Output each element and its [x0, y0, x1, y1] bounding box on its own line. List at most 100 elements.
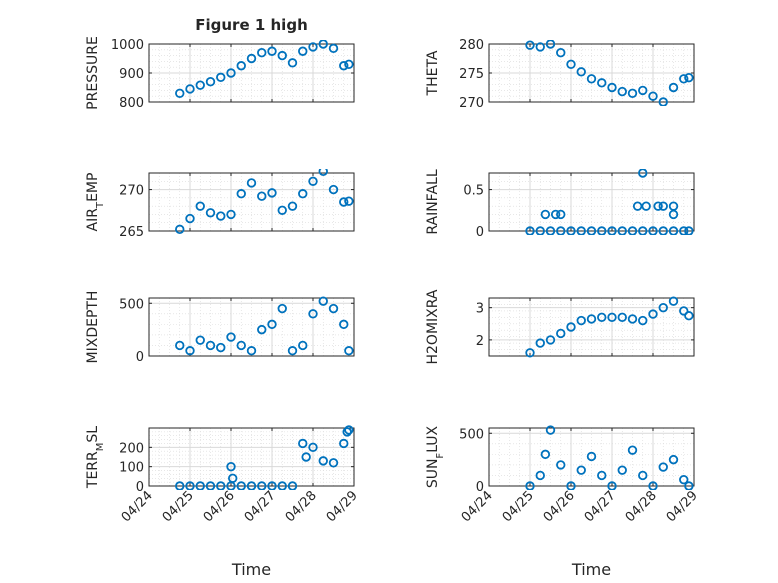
data-point: [308, 309, 318, 319]
y-tick-label: 500: [459, 427, 484, 442]
data-point: [246, 53, 257, 64]
data-point: [545, 226, 556, 235]
subplot-pressure: 800 900 1000 PRESSURE Figure 1 high: [85, 16, 355, 111]
data-point: [545, 335, 556, 345]
data-point: [246, 346, 257, 356]
data-point: [308, 42, 318, 52]
data-point: [344, 59, 354, 70]
data-point: [638, 470, 648, 481]
data-point: [236, 481, 246, 490]
data-point: [185, 84, 195, 94]
data-point: [668, 296, 679, 306]
data-point: [277, 481, 287, 490]
data-series: [525, 296, 694, 358]
y-axis-label: TERRMSL: [85, 426, 106, 489]
y-tick-label: 0: [136, 480, 144, 495]
data-point: [525, 40, 535, 50]
data-point: [308, 442, 318, 453]
data-point: [627, 445, 638, 455]
data-point: [586, 226, 597, 235]
data-point: [607, 82, 617, 93]
y-tick-label: 1000: [111, 38, 144, 53]
data-point: [556, 328, 566, 339]
data-point: [257, 191, 267, 201]
data-point: [236, 61, 246, 71]
data-point: [684, 481, 694, 490]
data-point: [684, 72, 694, 83]
data-point: [339, 197, 349, 207]
data-point: [638, 85, 648, 96]
data-point: [525, 348, 535, 358]
data-point: [586, 451, 597, 462]
data-point: [576, 465, 586, 475]
data-point: [545, 40, 556, 49]
data-point: [550, 209, 561, 220]
data-series: [525, 169, 694, 235]
y-tick-label: 270: [119, 184, 144, 199]
data-point: [195, 335, 205, 345]
data-point: [597, 312, 607, 323]
data-point: [175, 88, 185, 98]
x-tick-label: 04/28: [623, 488, 660, 525]
data-point: [185, 213, 195, 224]
data-point: [566, 59, 576, 70]
data-point: [342, 427, 352, 437]
data-point: [344, 346, 354, 356]
y-tick-label: 0: [476, 480, 484, 495]
data-point: [205, 76, 216, 87]
data-point: [632, 201, 643, 211]
data-point: [228, 473, 238, 483]
data-point: [535, 226, 545, 235]
x-tick-label: 04/29: [664, 488, 701, 525]
x-tick-label: 04/28: [283, 488, 320, 525]
data-point: [638, 315, 648, 326]
data-series: [525, 425, 694, 490]
data-series: [175, 425, 354, 490]
data-point: [617, 86, 627, 97]
data-point: [344, 425, 354, 435]
x-tick-label: 04/27: [582, 488, 619, 525]
data-point: [668, 226, 679, 235]
data-point: [566, 322, 576, 332]
data-point: [525, 226, 535, 235]
data-series: [525, 40, 694, 106]
y-tick-label: 275: [459, 67, 484, 82]
data-point: [344, 196, 354, 206]
data-point: [566, 226, 576, 235]
data-series: [175, 40, 354, 98]
data-point: [627, 88, 638, 98]
subplot-theta: 270 275 280 THETA: [425, 38, 695, 111]
subplot-air-temp: 265 270 AIRTEMP: [85, 169, 355, 240]
data-point: [298, 189, 308, 199]
data-point: [556, 226, 566, 235]
data-point: [339, 438, 349, 449]
data-point: [257, 324, 267, 335]
data-point: [535, 338, 545, 348]
x-tick-label: 04/29: [324, 488, 361, 525]
y-axis-label: THETA: [425, 50, 441, 96]
data-point: [226, 332, 236, 342]
data-point: [257, 48, 267, 58]
data-point: [535, 42, 545, 52]
y-tick-label: 280: [459, 38, 484, 53]
data-point: [648, 226, 658, 235]
data-point: [556, 48, 566, 58]
data-point: [658, 302, 668, 313]
data-point: [246, 481, 257, 490]
y-axis-label: MIXDEPTH: [85, 291, 101, 364]
data-point: [627, 226, 638, 235]
y-axis-label: PRESSURE: [85, 36, 101, 110]
data-point: [328, 43, 339, 54]
data-point: [318, 296, 328, 306]
data-point: [287, 201, 298, 211]
y-tick-label: 900: [119, 67, 144, 82]
axes-box: [488, 172, 695, 232]
data-point: [684, 311, 694, 321]
data-point: [658, 462, 668, 472]
data-point: [617, 465, 627, 475]
data-point: [679, 226, 689, 235]
subplot-mixdepth: 0 500 MIXDEPTH: [85, 291, 355, 365]
axes-box: [148, 172, 355, 232]
